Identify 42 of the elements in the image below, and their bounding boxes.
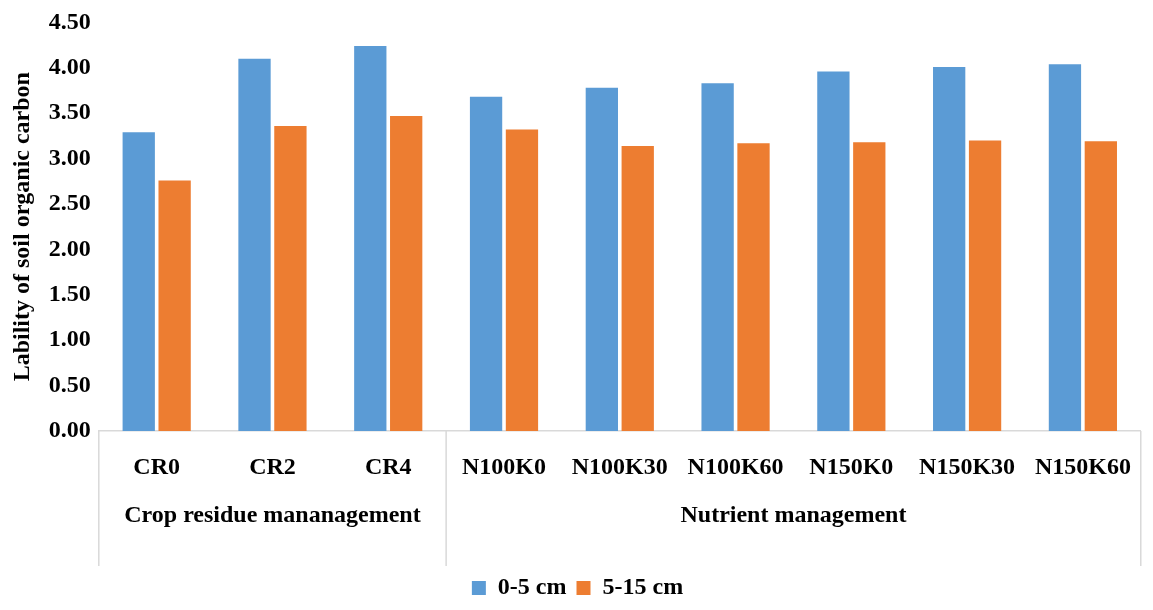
y-tick-label: 0.00 [48,416,91,443]
x-tick-label: N100K30 [571,452,668,479]
y-tick-label: 0.50 [48,370,91,397]
bar [122,132,155,431]
x-tick-label: CR0 [133,452,181,479]
y-tick-label: 2.00 [48,234,91,261]
bar [469,96,503,431]
x-tick-label: N100K60 [687,452,784,479]
x-tick-label: N150K0 [809,452,894,479]
y-tick-label: 2.50 [48,189,91,216]
y-tick-label: 4.50 [48,7,91,34]
y-tick-label: 3.50 [48,98,91,125]
y-tick-label: 1.00 [48,325,91,352]
y-tick-label: 3.00 [48,143,91,170]
bar [158,180,191,431]
bar [621,145,654,431]
x-tick-label: CR4 [364,452,412,479]
bar [737,143,770,431]
legend-label: 5-15 cm [602,573,684,600]
bar [274,125,307,431]
y-tick-label: 4.00 [48,53,91,79]
legend-label: 0-5 cm [497,573,567,600]
bar [238,58,271,431]
bar [1084,141,1117,431]
x-tick-label: CR2 [249,452,296,479]
x-tick-label: N150K30 [919,452,1016,479]
bar [585,87,618,431]
bar [1048,64,1082,431]
y-tick-label: 1.50 [48,280,91,306]
bar [817,71,850,431]
bar [701,83,734,431]
text: Crop residue mananagement [124,501,421,528]
x-tick-label: N150K60 [1034,452,1131,479]
y-axis-title: Lability of soil organic carbon [7,72,34,382]
bar [390,115,423,431]
text: Nutrient management [680,501,907,528]
bar [933,66,966,431]
x-tick-label: N100K0 [462,452,547,479]
bar [853,142,886,431]
bar [505,129,539,431]
bar [354,46,387,431]
bar [968,140,1002,431]
